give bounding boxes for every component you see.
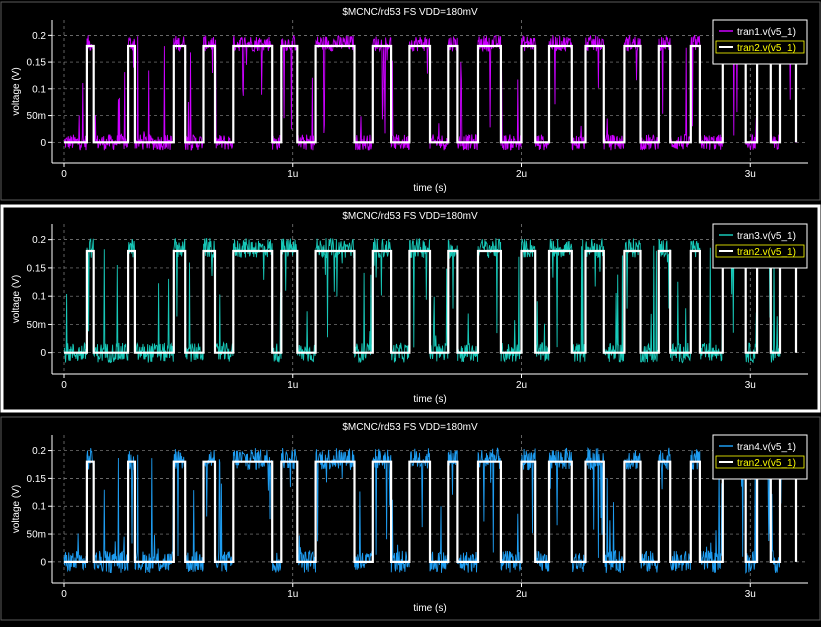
- x-tick-label: 3u: [745, 169, 756, 180]
- legend: tran1.v(v5_1) tran2.v(v5_1): [712, 19, 808, 65]
- x-tick-label: 3u: [745, 380, 756, 391]
- legend-box: [712, 19, 808, 65]
- y-axis-label: voltage (V): [11, 275, 22, 323]
- legend-box: [712, 223, 808, 269]
- legend: tran3.v(v5_1) tran2.v(v5_1): [712, 223, 808, 269]
- legend-label: tran4.v(v5_1): [737, 442, 796, 453]
- legend-selected-box: [715, 244, 805, 258]
- x-axis-label: time (s): [413, 603, 446, 614]
- chart-panel-2: $MCNC/rd53 FS VDD=180mV 0 50m 0.1 0.15 0.2 0 1u…: [0, 204, 821, 413]
- chart-title: $MCNC/rd53 FS VDD=180mV: [342, 422, 478, 433]
- y-tick-label: 0.2: [32, 235, 46, 246]
- chart-title: $MCNC/rd53 FS VDD=180mV: [342, 7, 478, 18]
- y-tick-label: 0.1: [32, 84, 46, 95]
- y-tick-label: 0: [40, 138, 46, 149]
- legend-label: tran2.v(v5_1): [737, 43, 796, 54]
- x-tick-label: 1u: [287, 380, 298, 391]
- y-tick-label: 0: [40, 348, 46, 359]
- y-tick-label: 50m: [27, 320, 46, 331]
- y-axis-label: voltage (V): [11, 67, 22, 115]
- panel-frame: [0, 1, 821, 201]
- x-tick-label: 1u: [287, 589, 298, 600]
- series-line-tran3.v(v5_1): [63, 238, 797, 364]
- chart-panel-1: $MCNC/rd53 FS VDD=180mV 0 50m 0.1 0.15 0.2 0 1u…: [0, 1, 821, 201]
- x-tick-label: 2u: [516, 589, 527, 600]
- x-tick-label: 2u: [516, 169, 527, 180]
- legend-label: tran2.v(v5_1): [737, 458, 796, 469]
- legend-selected-box: [715, 455, 805, 469]
- y-tick-label: 0.1: [32, 292, 46, 303]
- y-tick-label: 50m: [27, 111, 46, 122]
- chart-title: $MCNC/rd53 FS VDD=180mV: [342, 211, 478, 222]
- series-line-tran1.v(v5_1): [63, 34, 797, 151]
- legend-label: tran1.v(v5_1): [737, 27, 796, 38]
- x-tick-label: 1u: [287, 169, 298, 180]
- panel-frame: [0, 204, 821, 413]
- y-axis-label: voltage (V): [11, 485, 22, 533]
- y-tick-label: 0.15: [27, 474, 47, 485]
- chart-panel-3: $MCNC/rd53 FS VDD=180mV 0 50m 0.1 0.15 0.2 0 1u…: [0, 416, 821, 621]
- x-tick-label: 0: [61, 589, 67, 600]
- y-tick-label: 0.2: [32, 446, 46, 457]
- y-tick-label: 50m: [27, 530, 46, 541]
- x-tick-label: 0: [61, 169, 67, 180]
- y-tick-label: 0.2: [32, 31, 46, 42]
- x-axis-label: time (s): [413, 394, 446, 405]
- series-line-tran2.v(v5_1): [63, 249, 798, 354]
- y-tick-label: 0: [40, 557, 46, 568]
- x-axis-label: time (s): [413, 183, 446, 194]
- y-tick-label: 0.15: [27, 58, 47, 69]
- legend-selected-box: [715, 40, 805, 54]
- series-line-tran2.v(v5_1): [63, 44, 798, 144]
- y-tick-label: 0.1: [32, 502, 46, 513]
- y-tick-label: 0.15: [27, 263, 47, 274]
- legend-label: tran3.v(v5_1): [737, 231, 796, 242]
- x-tick-label: 0: [61, 380, 67, 391]
- legend-label: tran2.v(v5_1): [737, 247, 796, 258]
- legend-box: [712, 434, 808, 480]
- series-line-tran2.v(v5_1): [63, 460, 798, 564]
- x-tick-label: 2u: [516, 380, 527, 391]
- legend: tran4.v(v5_1) tran2.v(v5_1): [712, 434, 808, 480]
- panel-frame: [0, 416, 821, 621]
- x-tick-label: 3u: [745, 589, 756, 600]
